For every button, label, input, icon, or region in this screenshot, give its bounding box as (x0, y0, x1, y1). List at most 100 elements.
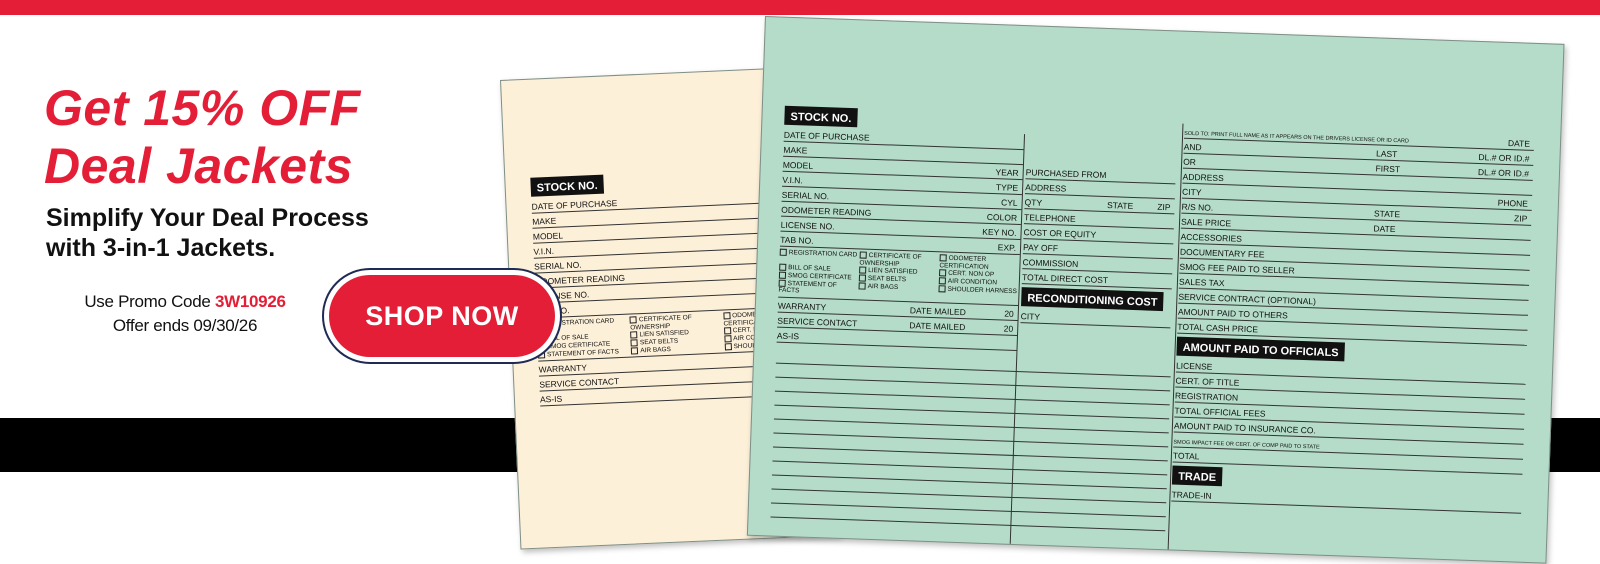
offer-text: Offer ends 09/30/26 (112, 316, 258, 335)
form-column: SOLD TO: PRINT FULL NAME AS IT APPEARS O… (1171, 123, 1535, 514)
field-label: TOTAL (1172, 450, 1200, 462)
field-label: STATE (1106, 200, 1134, 211)
blank-line (775, 376, 1171, 392)
blank-line (773, 432, 1169, 448)
field-label: AS-IS (539, 393, 563, 405)
field-label: ZIP (1513, 213, 1528, 224)
field-label: QTY (1024, 197, 1043, 208)
field-label: AND (1183, 141, 1202, 153)
field-label: ZIP (1157, 201, 1171, 213)
field-label: MAKE (531, 215, 557, 227)
banner: STOCK NO.DATE OF PURCHASEMAKEYEARMODELTY… (0, 0, 1600, 472)
field-label: DATE (1373, 223, 1396, 235)
field-label: FIRST (1375, 163, 1401, 175)
blank-line (775, 362, 1171, 378)
blank-line (772, 460, 1168, 476)
field-label: ACCESSORIES (1180, 231, 1243, 244)
field-label: CITY (1020, 311, 1041, 322)
field-label: R/S NO. (1181, 201, 1214, 213)
field-label: 20 (1004, 308, 1014, 319)
field-label: YEAR (995, 167, 1019, 178)
field-label: TAB NO. (780, 234, 814, 246)
field-label: LAST (1375, 148, 1398, 160)
blank-line (770, 516, 1166, 532)
field-label: TRADE-IN (1171, 489, 1212, 501)
promo-code: 3W10926 (214, 292, 286, 311)
field-label: LICENSE NO. (780, 219, 835, 232)
field-label: LICENSE (1175, 360, 1213, 372)
checkbox-grid: REGISTRATION CARD CERTIFICATE OF OWNERSHI… (778, 246, 1020, 306)
checkbox: SHOULDER HARNESS (938, 285, 1018, 303)
field-label: SERIAL NO. (781, 189, 830, 202)
top-bar (0, 0, 1600, 15)
field-label: SALE PRICE (1180, 216, 1232, 229)
field-label: COLOR (986, 211, 1018, 223)
field-label: WARRANTY (777, 300, 827, 313)
form-column: PURCHASED FROMPurch.TradeRepos.LeaseRent… (1020, 134, 1177, 329)
field-label: TOTAL OFFICIAL FEES (1174, 405, 1266, 419)
field-label: MODEL (782, 159, 814, 171)
field-label: V.I.N. (782, 174, 803, 186)
field-label: SERVICE CONTACT (777, 315, 858, 329)
checkbox: AIR BAGS (858, 282, 938, 300)
field-label: CYL (1000, 197, 1018, 208)
checkbox: STATEMENT OF FACTS (778, 279, 858, 297)
blank-line (771, 488, 1167, 504)
shop-button[interactable]: SHOP NOW (322, 268, 562, 364)
field-label: CERT. OF TITLE (1175, 375, 1240, 388)
field-label: CITY (1181, 186, 1202, 198)
field-label: TELEPHONE (1023, 212, 1076, 224)
field-label: DL.# OR ID.# (1478, 151, 1530, 164)
button-label[interactable]: SHOP NOW (329, 275, 555, 357)
field-label: MAKE (783, 144, 808, 156)
form-column: STOCK NO. DATE OF PURCHASE MAKE MODEL YEAR V.… (776, 103, 1025, 351)
field-label: COST OR EQUITY (1023, 227, 1097, 240)
headline: Get 15% OFF (44, 80, 361, 136)
blank-line (774, 390, 1170, 406)
blank-line (774, 404, 1170, 420)
field-label: AS-IS (776, 330, 800, 342)
field-label: PAY OFF (1022, 242, 1059, 254)
field-label: MODEL (532, 230, 564, 242)
field-label: SERIAL NO. (533, 259, 582, 272)
green-jacket: STOCK NO. DATE OF PURCHASE MAKE MODEL YEAR V.… (746, 16, 1565, 564)
blank-line (770, 502, 1166, 518)
form-heading: STOCK NO. (784, 105, 858, 128)
subhead: with 3-in-1 Jackets. (46, 234, 276, 262)
promo-label: Use Promo Code (84, 292, 211, 311)
field-label: ODOMETER READING (781, 204, 872, 218)
blank-line (772, 446, 1168, 462)
form-heading: RECONDITIONING COST (1021, 287, 1164, 312)
field-label: OR (1182, 156, 1197, 168)
field-label: ADDRESS (1182, 171, 1224, 184)
field-label: DATE OF PURCHASE (783, 129, 870, 143)
field-label: TOTAL DIRECT COST (1021, 272, 1109, 286)
field-label: REGISTRATION (1174, 390, 1239, 403)
field-label: DOCUMENTARY FEE (1179, 246, 1265, 260)
blank-line (773, 418, 1169, 434)
form-heading: TRADE (1171, 465, 1223, 487)
field-label: SERVICE CONTACT (539, 376, 620, 390)
field-label: PHONE (1497, 197, 1529, 209)
form-heading: STOCK NO. (530, 174, 604, 197)
field-label: ADDRESS (1025, 182, 1067, 194)
field-label: COMMISSION (1022, 257, 1079, 270)
field-label: EXP. (997, 242, 1017, 253)
field-label: 20 (1003, 323, 1014, 334)
field-label: PURCHASED FROM (1025, 167, 1107, 181)
headline: Deal Jackets (44, 138, 354, 194)
field-label: WARRANTY (538, 362, 588, 375)
field-label: KEY NO. (982, 226, 1017, 238)
field-label: DATE MAILED (909, 320, 966, 333)
field-label: DL.# OR ID.# (1477, 166, 1530, 179)
field-label: SALES TAX (1178, 276, 1225, 289)
field-label: DATE MAILED (909, 305, 967, 318)
field-label: DATE (1507, 138, 1531, 149)
field-label: STATE (1373, 208, 1401, 220)
field-label: TOTAL CASH PRICE (1177, 321, 1259, 335)
blank-line (771, 474, 1167, 490)
field-label: TYPE (995, 182, 1019, 193)
promo-line: Use Promo Code 3W10926 (40, 292, 330, 312)
form-row: PURCHASED FROMPurch.TradeRepos.LeaseRent… (1025, 134, 1177, 185)
subhead: Simplify Your Deal Process (46, 204, 369, 232)
